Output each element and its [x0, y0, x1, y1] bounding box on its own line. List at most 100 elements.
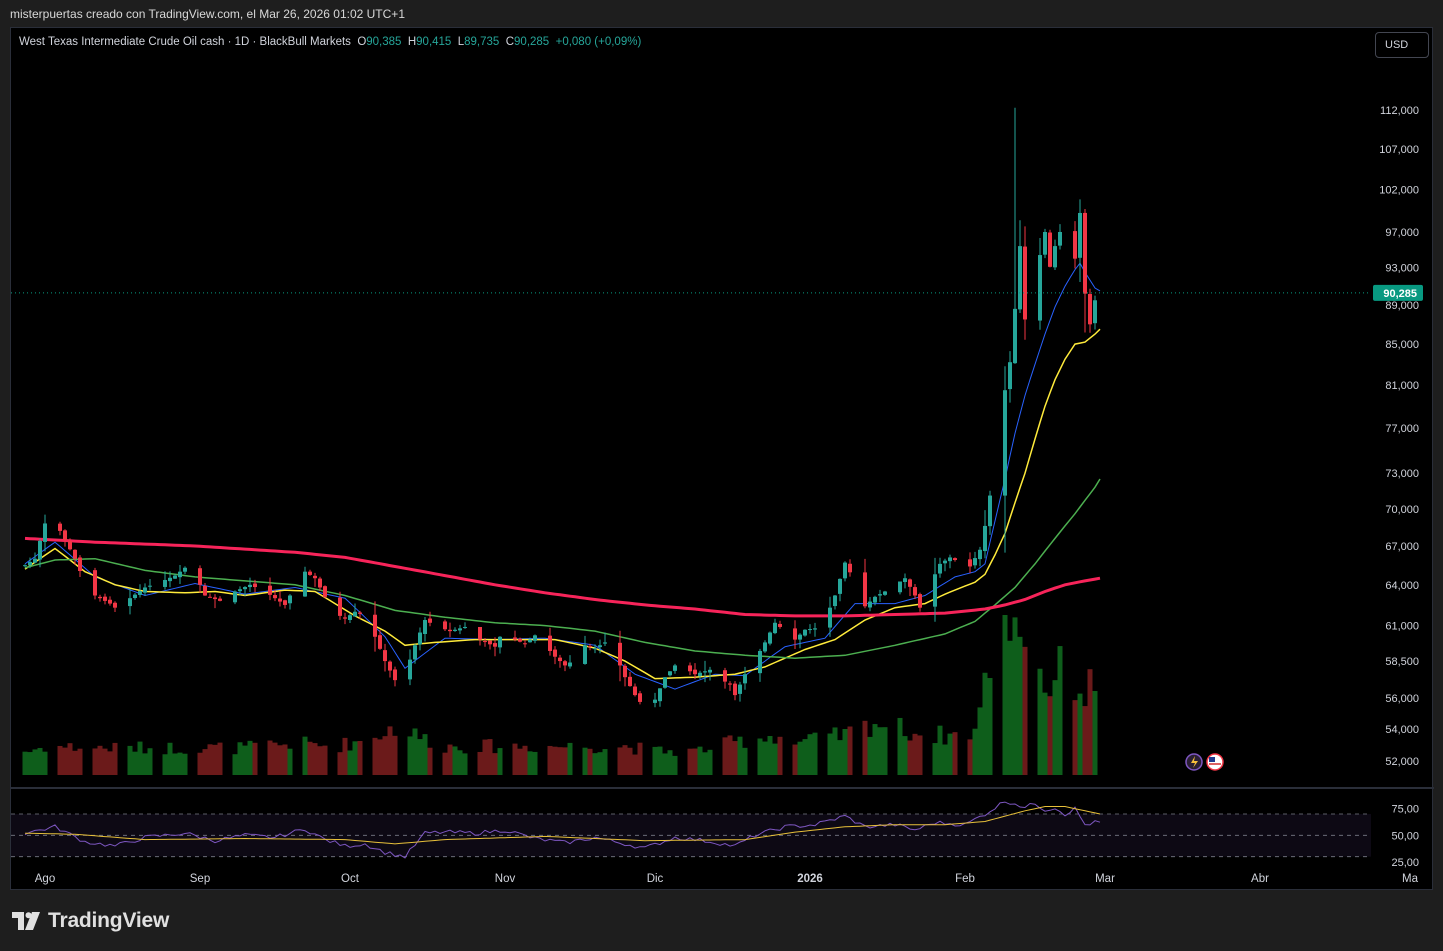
candle-body [793, 628, 797, 640]
last-price-badge [1373, 284, 1423, 301]
volume-bar [477, 751, 483, 775]
candle-body [628, 676, 632, 687]
time-tick-label: Nov [495, 873, 516, 885]
candle-body [303, 571, 307, 597]
volume-bar [1077, 693, 1083, 775]
candle-body [868, 601, 872, 608]
time-axis: Ago Sep Oct Nov Dic 2026 Feb Mar Abr Ma [35, 873, 1419, 885]
candle-body [43, 523, 47, 542]
candle-body [408, 659, 412, 680]
volume-bar [667, 750, 673, 775]
chart-frame[interactable]: 52,000 54,000 56,000 58,500 61,000 64,000 67,0… [10, 27, 1434, 891]
candle-body [458, 628, 462, 631]
volume-bar [237, 742, 243, 775]
candle-body [908, 579, 912, 587]
candle-body [663, 677, 667, 688]
candle-body [393, 669, 397, 681]
candle-body [778, 623, 782, 627]
volume-bar [1072, 700, 1078, 775]
volume-bar [92, 748, 98, 775]
candle-body [78, 557, 82, 572]
top-caption-bar: misterpuertas creado con TradingView.com… [0, 0, 1443, 27]
moving-average-line [24, 536, 1101, 618]
candle-body [378, 635, 382, 649]
volume-bar [557, 747, 563, 775]
volume-bar [977, 707, 983, 775]
candle-body [1083, 212, 1087, 294]
volume-bar [827, 733, 833, 775]
volume-bar [217, 742, 223, 775]
candle-body [493, 643, 497, 647]
volume-bar [917, 735, 923, 775]
volume-bar [22, 751, 28, 775]
candle-body [633, 686, 637, 696]
candle-body [478, 626, 482, 640]
volume-bar [387, 726, 393, 775]
price-tick-label: 52,000 [1385, 756, 1419, 768]
volume-bar [322, 745, 328, 775]
rsi-pane [11, 787, 1434, 859]
volume-bar [867, 736, 873, 775]
volume-bar [317, 746, 323, 775]
candle-body [943, 560, 947, 564]
volume-bar [277, 745, 283, 775]
candle-body [38, 540, 42, 560]
candle-body [588, 646, 592, 648]
candle-body [413, 645, 417, 660]
volume-bar [177, 752, 183, 775]
volume-bar [757, 738, 763, 775]
volume-bar [627, 747, 633, 775]
volume-bar [742, 747, 748, 775]
close-value: 90,285 [514, 36, 550, 48]
candle-body [938, 563, 942, 574]
volume-bar [487, 739, 493, 775]
volume-bar [777, 736, 783, 775]
time-tick-label: 2026 [797, 873, 823, 885]
candle-body [743, 674, 747, 684]
volume-bar [72, 750, 78, 775]
price-tick-label: 73,000 [1385, 468, 1419, 480]
candle-body [603, 642, 607, 644]
volume-bar [197, 752, 203, 775]
candle-body [243, 587, 247, 590]
candle-body [383, 650, 387, 662]
candle-body [348, 615, 352, 620]
rsi-tick-label: 25,00 [1391, 857, 1419, 869]
candle-body [198, 568, 202, 585]
volume-bar [57, 745, 63, 775]
candle-body [23, 565, 27, 567]
candle-body [448, 629, 452, 632]
rsi-tick-label: 75,00 [1391, 804, 1419, 816]
candle-body [898, 581, 902, 593]
price-tick-label: 70,000 [1385, 504, 1419, 516]
candle-body [203, 585, 207, 596]
candle-body [238, 589, 242, 592]
candle-body [148, 585, 152, 587]
volume-bar [882, 727, 888, 775]
candle-body [933, 574, 937, 607]
volume-bar [282, 744, 288, 775]
volume-bar [687, 748, 693, 775]
volume-bar [762, 741, 768, 775]
volume-bar [587, 748, 593, 775]
chart-canvas[interactable]: 52,000 54,000 56,000 58,500 61,000 64,000 67,0… [11, 28, 1434, 891]
currency-button[interactable]: USD [1375, 32, 1429, 58]
moving-average-line [24, 262, 1101, 690]
volume-bar [202, 749, 208, 775]
candle-body [108, 599, 112, 604]
volume-bar [657, 746, 663, 775]
volume-bar [272, 742, 278, 775]
tradingview-logo-icon [12, 912, 40, 930]
volume-bar [807, 734, 813, 775]
volume-bar [862, 720, 868, 775]
volume-bar [602, 749, 608, 775]
candle-body [68, 540, 72, 550]
volume-bar [142, 753, 148, 775]
rsi-ma-line [24, 806, 1101, 845]
candle-body [278, 598, 282, 602]
tradingview-brand[interactable]: TradingView [12, 908, 169, 934]
volume-bar [637, 742, 643, 775]
candle-body [113, 602, 117, 608]
candle-body [833, 595, 837, 607]
candle-body [463, 626, 467, 629]
